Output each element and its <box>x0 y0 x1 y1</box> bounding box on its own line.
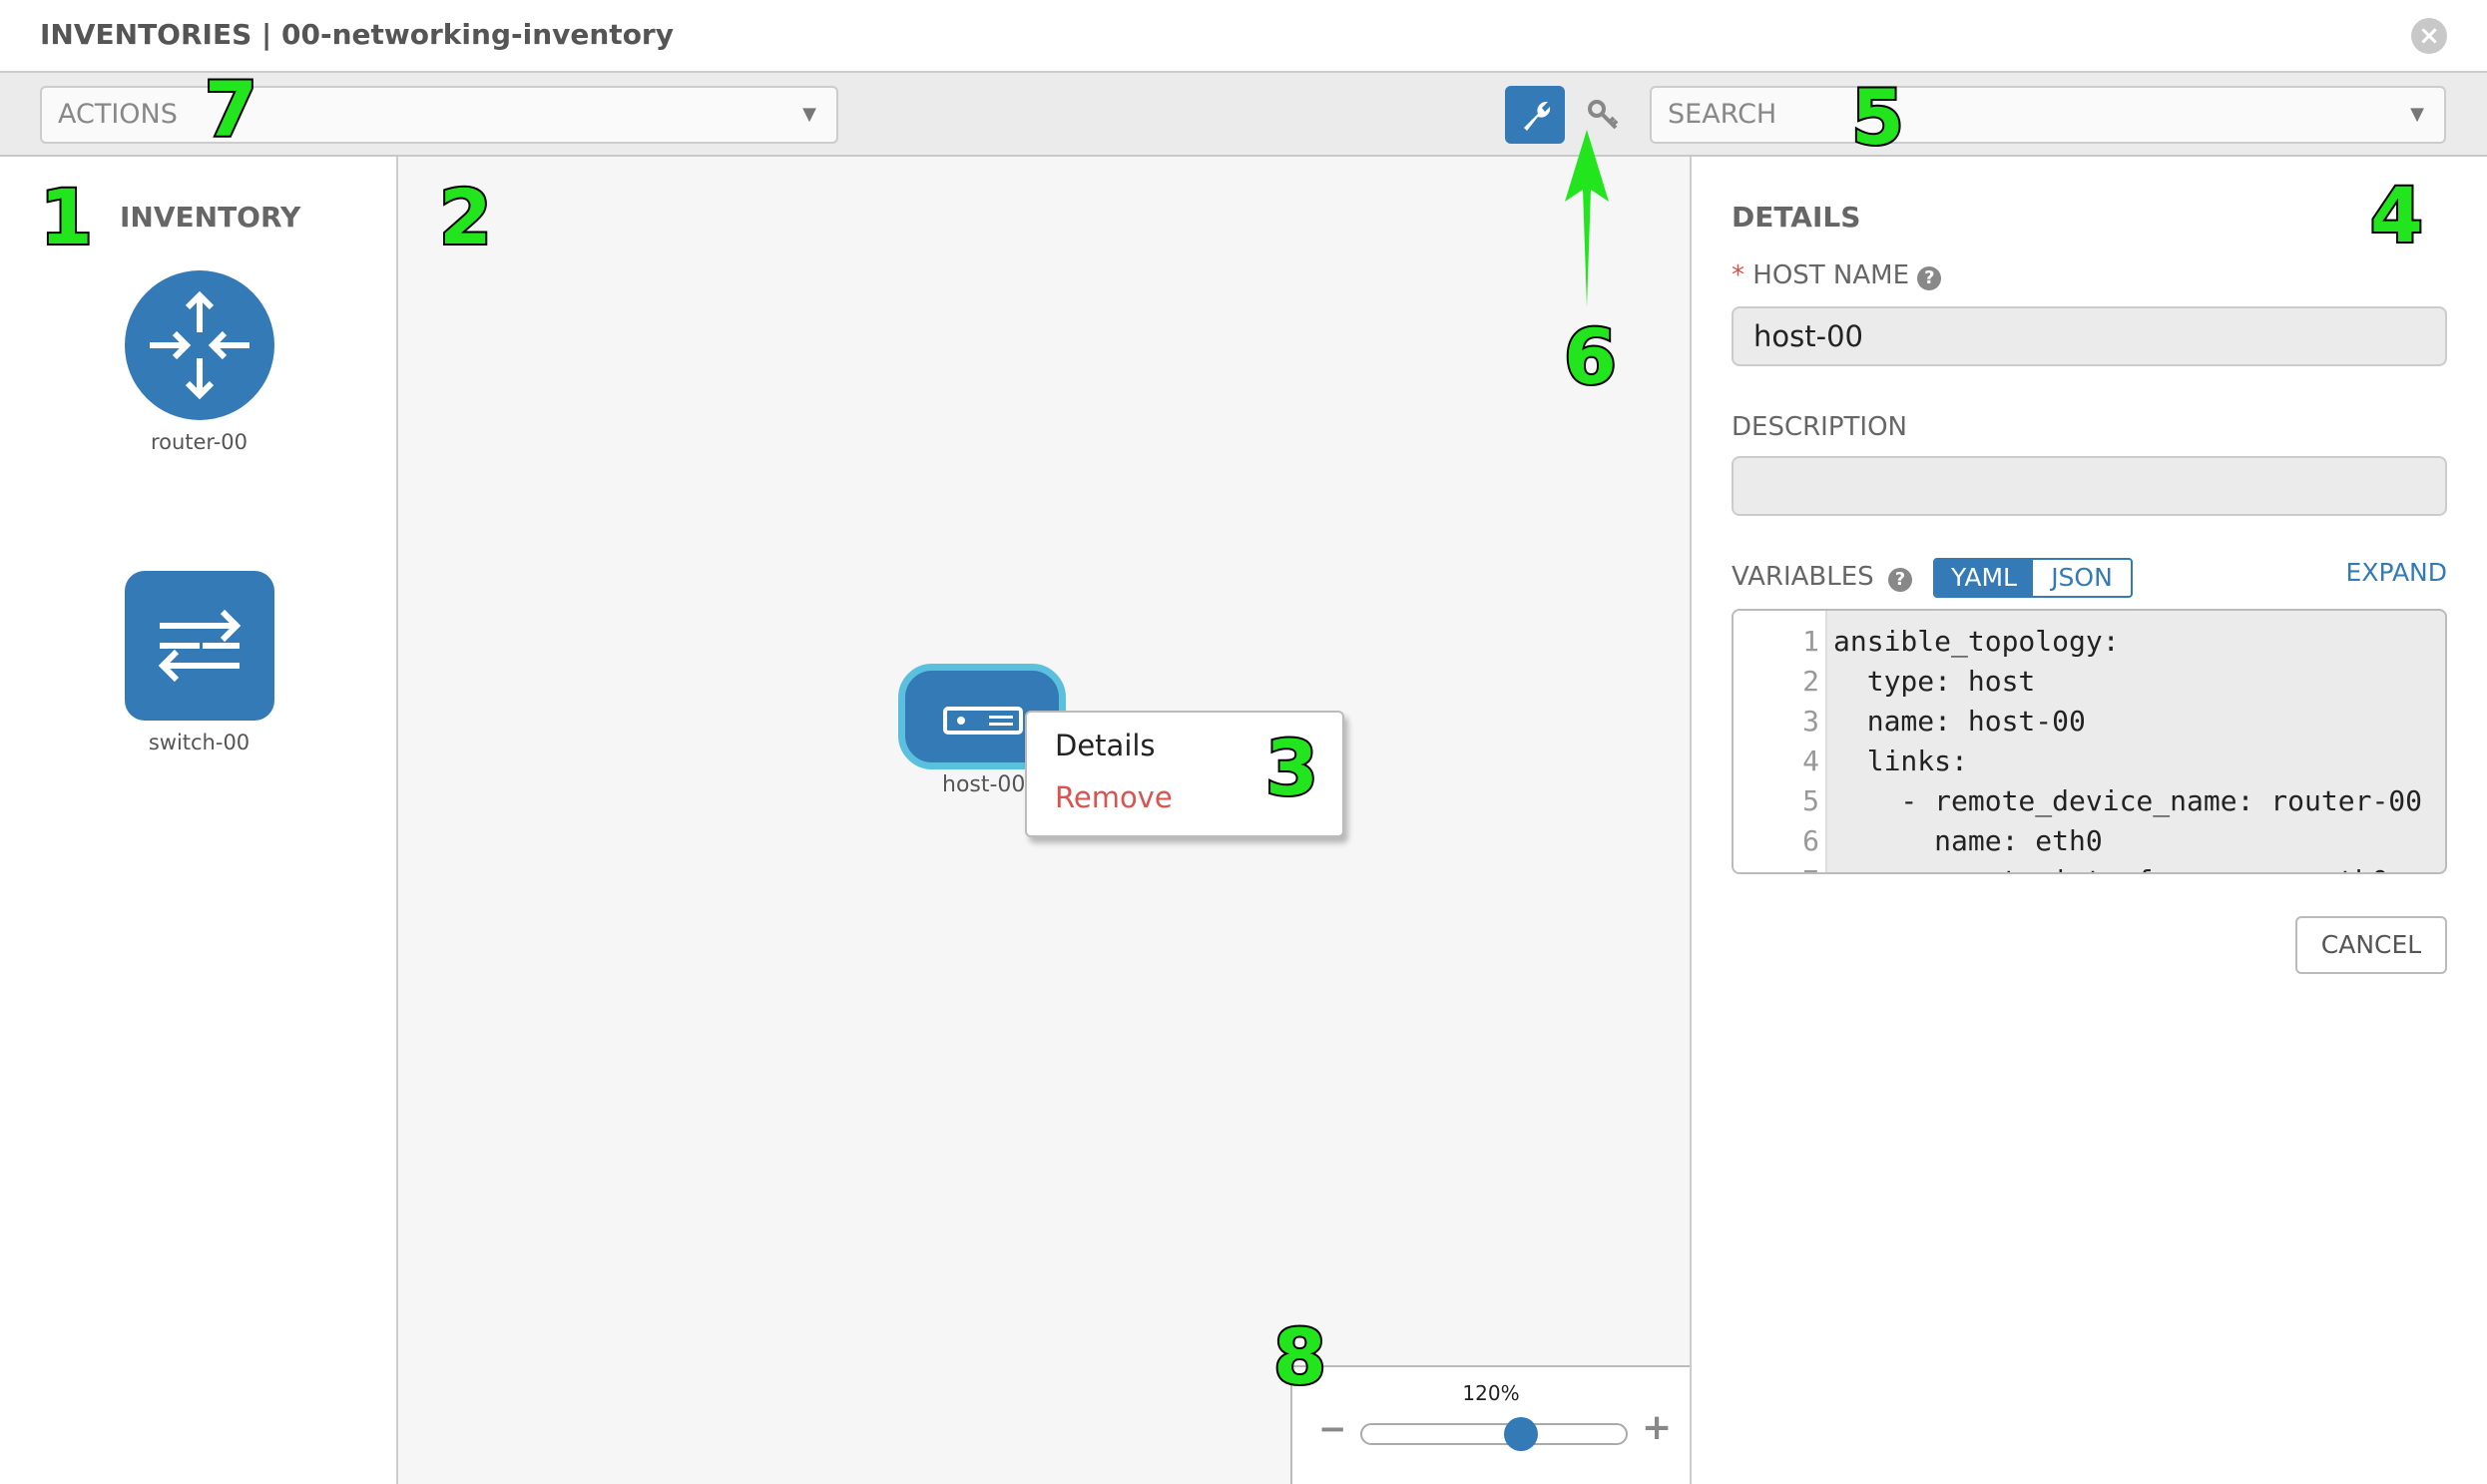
key-icon[interactable] <box>1585 97 1621 133</box>
annotation-6: 6 <box>1562 312 1619 401</box>
variables-editor[interactable]: 1 ansible_topology: 2 type: host 3 name: ho… <box>1732 609 2447 874</box>
line-number: 6 <box>1802 824 1819 857</box>
caret-down-icon: ▼ <box>802 104 816 125</box>
router-icon[interactable] <box>125 270 274 420</box>
search-label: SEARCH <box>1668 99 1777 130</box>
line-number: 2 <box>1802 665 1819 698</box>
zoom-out-button[interactable]: − <box>1318 1409 1347 1449</box>
server-icon <box>943 707 1023 735</box>
menu-item-remove[interactable]: Remove <box>1055 780 1173 814</box>
inventory-heading: INVENTORY <box>120 201 301 234</box>
cancel-button[interactable]: CANCEL <box>2295 916 2447 974</box>
close-icon[interactable]: × <box>2411 18 2447 54</box>
actions-label: ACTIONS <box>58 99 178 130</box>
host-name-input[interactable]: host-00 <box>1732 306 2447 366</box>
router-label: router-00 <box>150 430 249 454</box>
format-toggle: YAML JSON <box>1933 558 2133 598</box>
host-name-text: HOST NAME <box>1752 260 1910 290</box>
code-line: remote_interface_name: eth0 <box>1833 864 2388 872</box>
page-title: INVENTORIES | 00-networking-inventory <box>40 18 674 51</box>
variables-label: VARIABLES ? <box>1732 562 1912 592</box>
zoom-control: 120% − + <box>1290 1365 1690 1484</box>
annotation-arrow <box>1565 130 1609 307</box>
annotation-2: 2 <box>437 173 494 261</box>
expand-link[interactable]: EXPAND <box>2345 558 2447 587</box>
code-line: name: eth0 <box>1833 824 2103 857</box>
details-heading: DETAILS <box>1732 201 1861 234</box>
code-line: links: <box>1833 744 1968 777</box>
switch-icon[interactable] <box>125 571 274 721</box>
details-panel: DETAILS * HOST NAME ? host-00 DESCRIPTIO… <box>1690 157 2487 1484</box>
code-line: ansible_topology: <box>1833 625 2120 658</box>
zoom-level: 120% <box>1462 1381 1520 1405</box>
code-line: - remote_device_name: router-00 <box>1833 784 2423 817</box>
wrench-icon[interactable] <box>1505 86 1565 144</box>
annotation-8: 8 <box>1271 1312 1328 1401</box>
context-menu: Details Remove <box>1025 711 1344 837</box>
line-number: 3 <box>1802 705 1819 738</box>
zoom-slider-handle[interactable] <box>1504 1417 1538 1451</box>
annotation-3: 3 <box>1263 724 1320 812</box>
topology-canvas[interactable]: host-00 Details Remove 120% − + <box>398 157 1690 1484</box>
description-label: DESCRIPTION <box>1732 412 1907 442</box>
host-name-label: * HOST NAME ? <box>1732 260 1942 290</box>
host-node-label: host-00 <box>942 772 1026 797</box>
line-gutter <box>1734 611 1827 872</box>
line-number: 5 <box>1802 784 1819 817</box>
zoom-slider[interactable] <box>1360 1423 1628 1445</box>
switch-label: switch-00 <box>148 731 250 754</box>
search-dropdown[interactable]: SEARCH ▼ <box>1650 86 2446 144</box>
line-number: 7 <box>1734 864 1819 872</box>
inventory-panel: INVENTORY router-00 switch-00 <box>0 157 398 1484</box>
zoom-in-button[interactable]: + <box>1642 1407 1673 1448</box>
variables-text: VARIABLES <box>1732 562 1874 592</box>
annotation-1: 1 <box>38 173 95 261</box>
line-number: 4 <box>1802 744 1819 777</box>
json-toggle[interactable]: JSON <box>2051 563 2113 592</box>
help-icon[interactable]: ? <box>1887 568 1912 592</box>
annotation-7: 7 <box>203 65 259 154</box>
annotation-5: 5 <box>1849 73 1906 162</box>
annotation-4: 4 <box>2368 171 2425 259</box>
toolbar: ACTIONS ▼ SEARCH ▼ <box>0 73 2487 157</box>
actions-dropdown[interactable]: ACTIONS ▼ <box>40 86 838 144</box>
yaml-toggle[interactable]: YAML <box>1935 560 2033 596</box>
code-line: name: host-00 <box>1833 705 2086 738</box>
description-input[interactable] <box>1732 456 2447 516</box>
required-mark: * <box>1732 260 1744 290</box>
menu-item-details[interactable]: Details <box>1055 729 1156 762</box>
code-line: type: host <box>1833 665 2036 698</box>
help-icon[interactable]: ? <box>1917 266 1942 290</box>
caret-down-icon: ▼ <box>2410 104 2424 125</box>
title-bar: INVENTORIES | 00-networking-inventory × <box>0 0 2487 73</box>
line-number: 1 <box>1802 625 1819 658</box>
